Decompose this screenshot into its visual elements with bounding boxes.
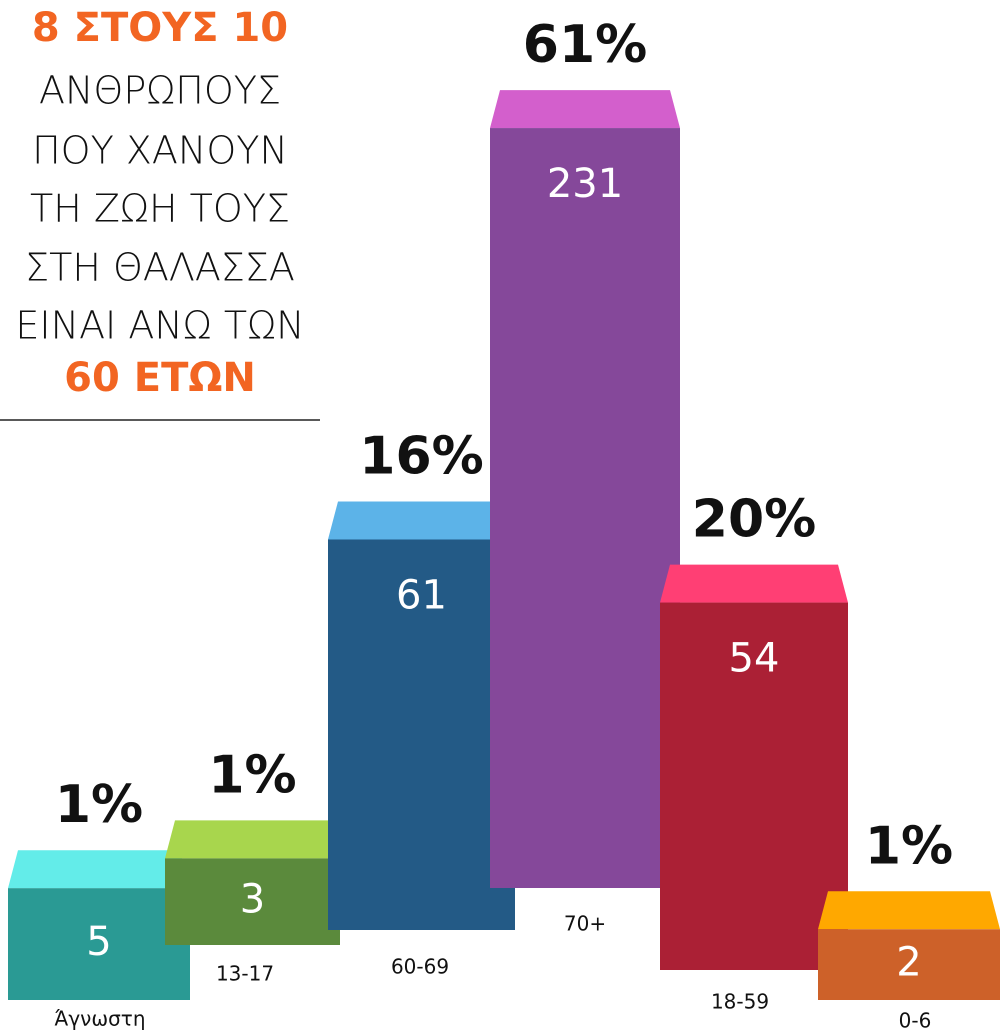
headline-line: ΠΟΥ ΧΑΝΟΥΝ [32, 129, 288, 173]
bar [660, 602, 848, 970]
count-label: 3 [240, 877, 265, 923]
bar [8, 888, 190, 1000]
percent-label: 1% [208, 745, 296, 805]
headline-line: ΕΙΝΑΙ ΑΝΩ ΤΩΝ [15, 304, 304, 348]
percent-label: 20% [692, 490, 816, 550]
percent-label: 1% [55, 775, 143, 835]
headline-line: ΣΤΗ ΘΑΛΑΣΣΑ [25, 246, 295, 290]
headline-accent: 8 ΣΤΟΥΣ 10 [32, 5, 288, 51]
category-label: 60-69 [391, 955, 449, 979]
bar [328, 539, 515, 930]
bar-top [328, 501, 515, 540]
bar [165, 858, 340, 945]
percent-label: 16% [359, 426, 483, 486]
category-label: 18-59 [711, 990, 769, 1014]
category-label: Άγνωστη [55, 1007, 146, 1031]
bar-top [490, 90, 680, 129]
bar [490, 128, 680, 888]
count-label: 5 [86, 919, 111, 965]
headline-accent: 60 ΕΤΩΝ [64, 355, 256, 401]
count-label: 61 [396, 572, 447, 618]
headline-line: ΤΗ ΖΩΗ ΤΟΥΣ [30, 187, 290, 231]
category-label: 70+ [564, 912, 606, 936]
count-label: 54 [729, 636, 780, 682]
percent-label: 61% [523, 15, 647, 75]
headline-line: ΑΝΘΡΩΠΟΥΣ [39, 69, 281, 113]
category-label: 13-17 [216, 962, 274, 986]
bar-top [818, 891, 1000, 930]
bar-top [8, 850, 190, 889]
count-label: 2 [896, 940, 921, 986]
bar [818, 929, 1000, 1000]
count-label: 231 [547, 161, 623, 207]
percent-label: 1% [865, 816, 953, 876]
category-label: 0-6 [899, 1009, 932, 1033]
bar-top [660, 564, 848, 603]
bar-top [165, 820, 340, 859]
